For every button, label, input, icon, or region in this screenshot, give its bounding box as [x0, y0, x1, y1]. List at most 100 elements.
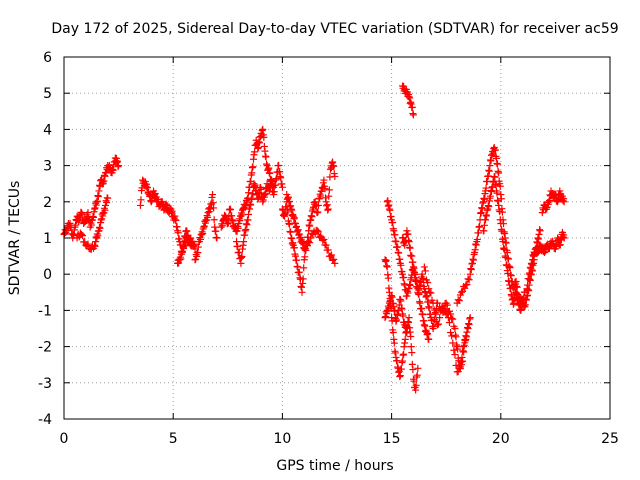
data-point-fill: [234, 242, 242, 250]
y-tick-label: 1: [43, 231, 52, 247]
data-point-fill: [496, 182, 504, 190]
data-point: [405, 314, 413, 322]
data-point-fill: [397, 297, 405, 305]
x-tick-label: 20: [492, 431, 510, 447]
data-point-fill: [415, 290, 423, 298]
data-point: [560, 198, 568, 206]
data-point-fill: [443, 301, 451, 309]
data-point-fill: [452, 361, 460, 369]
data-point: [320, 176, 328, 184]
data-point-fill: [450, 346, 458, 354]
data-point-fill: [454, 345, 462, 353]
data-point: [457, 361, 465, 369]
y-tick-label: 6: [43, 50, 52, 66]
data-point-fill: [84, 240, 92, 248]
data-point: [324, 205, 332, 213]
data-point-fill: [498, 227, 506, 235]
data-point: [409, 111, 417, 119]
data-point-fill: [443, 310, 451, 318]
data-point-fill: [388, 293, 396, 301]
data-point-fill: [330, 162, 338, 170]
data-point-fill: [410, 264, 418, 272]
data-point-fill: [413, 276, 421, 284]
data-point: [499, 238, 507, 246]
y-tick-label: 0: [43, 267, 52, 283]
x-tick-label: 10: [273, 431, 291, 447]
y-tick-label: 5: [43, 86, 52, 102]
data-point-fill: [391, 231, 399, 239]
data-point: [213, 234, 221, 242]
data-point-fill: [513, 283, 521, 291]
data-point-fill: [502, 254, 510, 262]
data-point-fill: [449, 315, 457, 323]
data-point: [270, 183, 278, 191]
data-point-fill: [238, 252, 246, 260]
data-point: [385, 288, 393, 296]
data-point-fill: [448, 314, 456, 322]
data-point-fill: [277, 174, 285, 182]
data-point-fill: [210, 204, 218, 212]
y-tick-labels: -4 -3 -2 -1 0 1 2 3 4 5 6: [38, 50, 52, 428]
data-point-fill: [456, 365, 464, 373]
data-point-fill: [406, 244, 414, 252]
data-point: [420, 263, 428, 271]
x-tick-labels: 0 5 10 15 20 25: [60, 431, 619, 447]
data-point-fill: [397, 365, 405, 373]
data-point-fill: [464, 275, 472, 283]
data-point-fill: [397, 261, 405, 269]
data-point-fill: [290, 244, 298, 252]
data-point-fill: [494, 160, 502, 168]
data-point: [305, 238, 313, 246]
data-point-fill: [207, 200, 215, 208]
series-trace-8: [278, 158, 339, 296]
data-point: [331, 259, 339, 267]
data-point-fill: [419, 275, 427, 283]
data-point-fill: [314, 201, 322, 209]
series-trace-9: [283, 191, 339, 267]
data-point: [396, 372, 404, 380]
data-point-fill: [249, 163, 257, 171]
data-point-fill: [307, 234, 315, 242]
data-point-fill: [401, 335, 409, 343]
series-trace-19: [523, 228, 568, 293]
data-point-fill: [227, 206, 235, 214]
data-point-fill: [421, 267, 429, 275]
y-axis-label: SDTVAR / TECUs: [7, 181, 23, 296]
data-point-fill: [454, 296, 462, 304]
data-point-fill: [496, 208, 504, 216]
data-point: [433, 321, 441, 329]
data-point: [440, 306, 448, 314]
data-point: [209, 191, 217, 199]
data-point-fill: [412, 381, 420, 389]
series-trace-18: [479, 172, 529, 314]
data-point-fill: [174, 229, 182, 237]
data-point: [414, 364, 422, 372]
series-trace-2: [73, 194, 112, 253]
data-point-fill: [427, 289, 435, 297]
data-point-fill: [400, 350, 408, 358]
data-point-fill: [384, 274, 392, 282]
data-point-fill: [410, 377, 418, 385]
data-point: [521, 288, 529, 296]
data-point-fill: [409, 366, 417, 374]
series-trace-5: [191, 191, 221, 264]
data-point-fill: [137, 196, 145, 204]
y-tick-label: 3: [43, 159, 52, 175]
data-point-fill: [493, 189, 501, 197]
data-point: [449, 339, 457, 347]
data-point-fill: [473, 235, 481, 243]
x-tick-label: 0: [60, 431, 69, 447]
data-point-fill: [513, 290, 521, 298]
series-trace-4: [174, 232, 195, 267]
data-point-fill: [476, 222, 484, 230]
data-point-fill: [445, 319, 453, 327]
data-point-fill: [314, 228, 322, 236]
series-trace-16: [436, 303, 470, 376]
data-point: [322, 241, 330, 249]
data-point-fill: [430, 322, 438, 330]
data-point-fill: [482, 184, 490, 192]
data-point-fill: [235, 248, 243, 256]
data-point-fill: [404, 230, 412, 238]
data-point: [313, 227, 321, 235]
data-point: [497, 220, 505, 228]
